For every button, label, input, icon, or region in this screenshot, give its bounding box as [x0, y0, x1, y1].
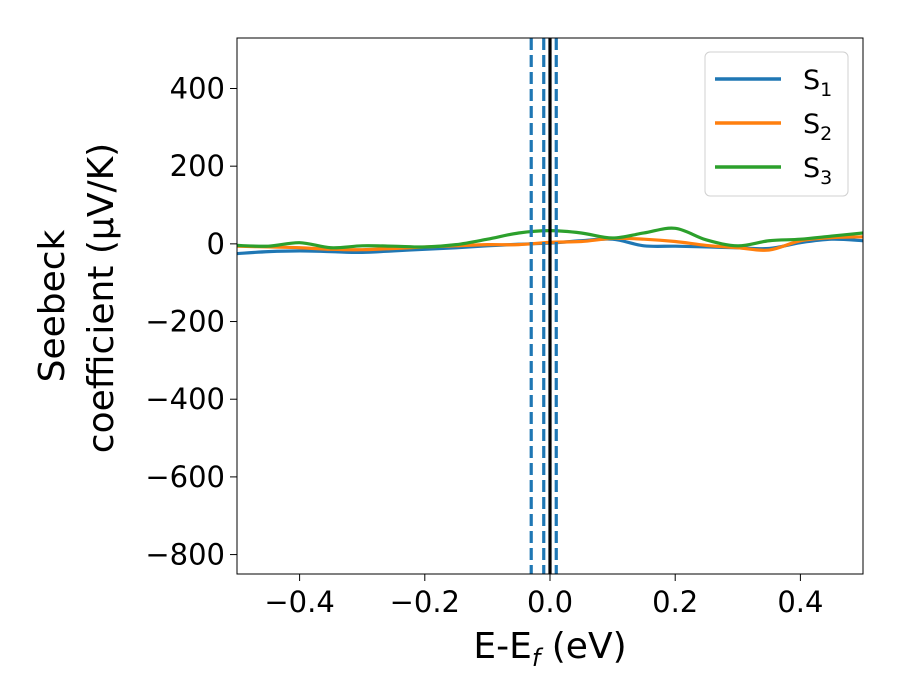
x-tick-label: 0.0: [527, 585, 573, 619]
y-tick-label: −200: [145, 305, 225, 339]
x-tick-label: −0.4: [264, 585, 334, 619]
y-tick-label: 200: [170, 149, 225, 183]
legend-label-s2: S2: [803, 109, 832, 145]
x-tick-label: 0.2: [652, 585, 698, 619]
y-axis-title-line2: coefficient (μV/K): [81, 143, 122, 453]
x-tick-label: 0.4: [777, 585, 823, 619]
y-tick-label: −600: [145, 460, 225, 494]
y-tick-label: −800: [145, 538, 225, 572]
x-axis-title-unit: (eV): [540, 626, 626, 667]
legend: S1 S2 S3: [704, 51, 849, 197]
y-tick-label: 400: [170, 71, 225, 105]
y-tick-label: 0: [207, 227, 225, 261]
y-axis-title-line1: Seebeck: [32, 229, 73, 382]
x-axis-title: E-Ef (eV): [473, 626, 626, 672]
x-axis-title-main: E-E: [473, 626, 531, 667]
legend-label-s1: S1: [803, 65, 832, 101]
legend-label-s3: S3: [803, 153, 832, 189]
y-tick-label: −400: [145, 382, 225, 416]
x-tick-label: −0.2: [390, 585, 460, 619]
